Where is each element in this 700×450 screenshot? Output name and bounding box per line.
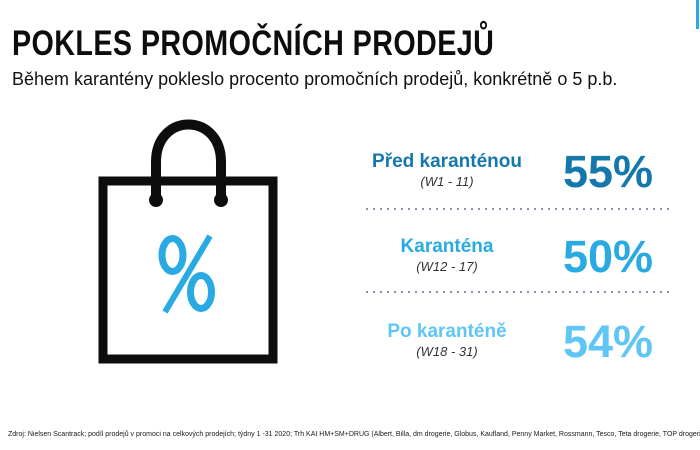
percent-symbol [158, 234, 215, 314]
bag-handle-knob-right [214, 193, 228, 207]
stat-value: 50% [562, 230, 654, 282]
stat-period: (W1 - 11) [420, 174, 474, 190]
accent-bar [696, 0, 699, 29]
stat-label: Po karanténě [387, 321, 507, 343]
stat-label: Před karanténou [372, 151, 522, 173]
stat-period: (W12 - 17) [416, 259, 478, 275]
stat-value: 54% [562, 315, 654, 367]
stat-row-quarantine: Karanténa (W12 - 17) 50% [358, 230, 680, 282]
stat-period: (W18 - 31) [416, 344, 478, 360]
stat-value: 55% [562, 145, 654, 197]
stat-row-before-quarantine: Před karanténou (W1 - 11) 55% [358, 145, 680, 197]
shopping-bag-percent-icon [95, 112, 280, 368]
page-subtitle: Během karantény pokleslo procento promoč… [12, 69, 618, 89]
shopping-bag-svg [98, 119, 278, 364]
bag-outline [98, 119, 278, 364]
stat-label: Karanténa [400, 236, 494, 258]
source-note: Zdroj: Nielsen Scantrack; podíl prodejů … [8, 431, 700, 438]
stats-panel: Před karanténou (W1 - 11) 55% Karanténa … [358, 140, 680, 375]
bag-handle [151, 119, 226, 205]
page-title: POKLES PROMOČNÍCH PRODEJŮ [12, 24, 495, 63]
stat-label-group: Před karanténou (W1 - 11) [358, 151, 536, 190]
dotted-separator [366, 291, 672, 293]
stat-label-group: Po karanténě (W18 - 31) [358, 321, 536, 360]
stat-row-after-quarantine: Po karanténě (W18 - 31) 54% [358, 315, 680, 367]
stat-label-group: Karanténa (W12 - 17) [358, 236, 536, 275]
bag-handle-knob-left [149, 193, 163, 207]
dotted-separator [366, 208, 672, 210]
